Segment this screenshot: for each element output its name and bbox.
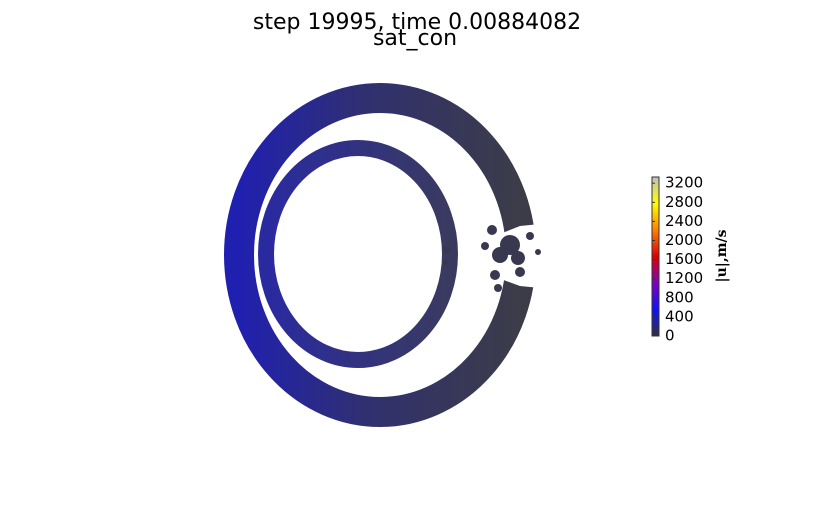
inner-ring — [258, 140, 458, 368]
debris — [443, 225, 541, 292]
colorbar-tick-label: 2400 — [665, 212, 703, 230]
colorbar-scale — [651, 176, 660, 337]
colorbar-tick-label: 3200 — [665, 174, 703, 192]
colorbar-tick-label: 1200 — [665, 269, 703, 287]
colorbar-label: |u|,m/s — [714, 229, 730, 282]
field-plot — [224, 83, 541, 427]
colorbar-tick-label: 0 — [665, 327, 675, 345]
colorbar-tick-label: 1600 — [665, 250, 703, 268]
title: step 19995, time 0.00884082 — [253, 10, 581, 35]
colorbar-tick-label: 800 — [665, 288, 694, 306]
subtitle: sat_con — [373, 26, 457, 51]
colorbar-tick-label: 2000 — [665, 231, 703, 249]
colorbar-tick-label: 2800 — [665, 193, 703, 211]
colorbar-tick-label: 400 — [665, 307, 694, 325]
